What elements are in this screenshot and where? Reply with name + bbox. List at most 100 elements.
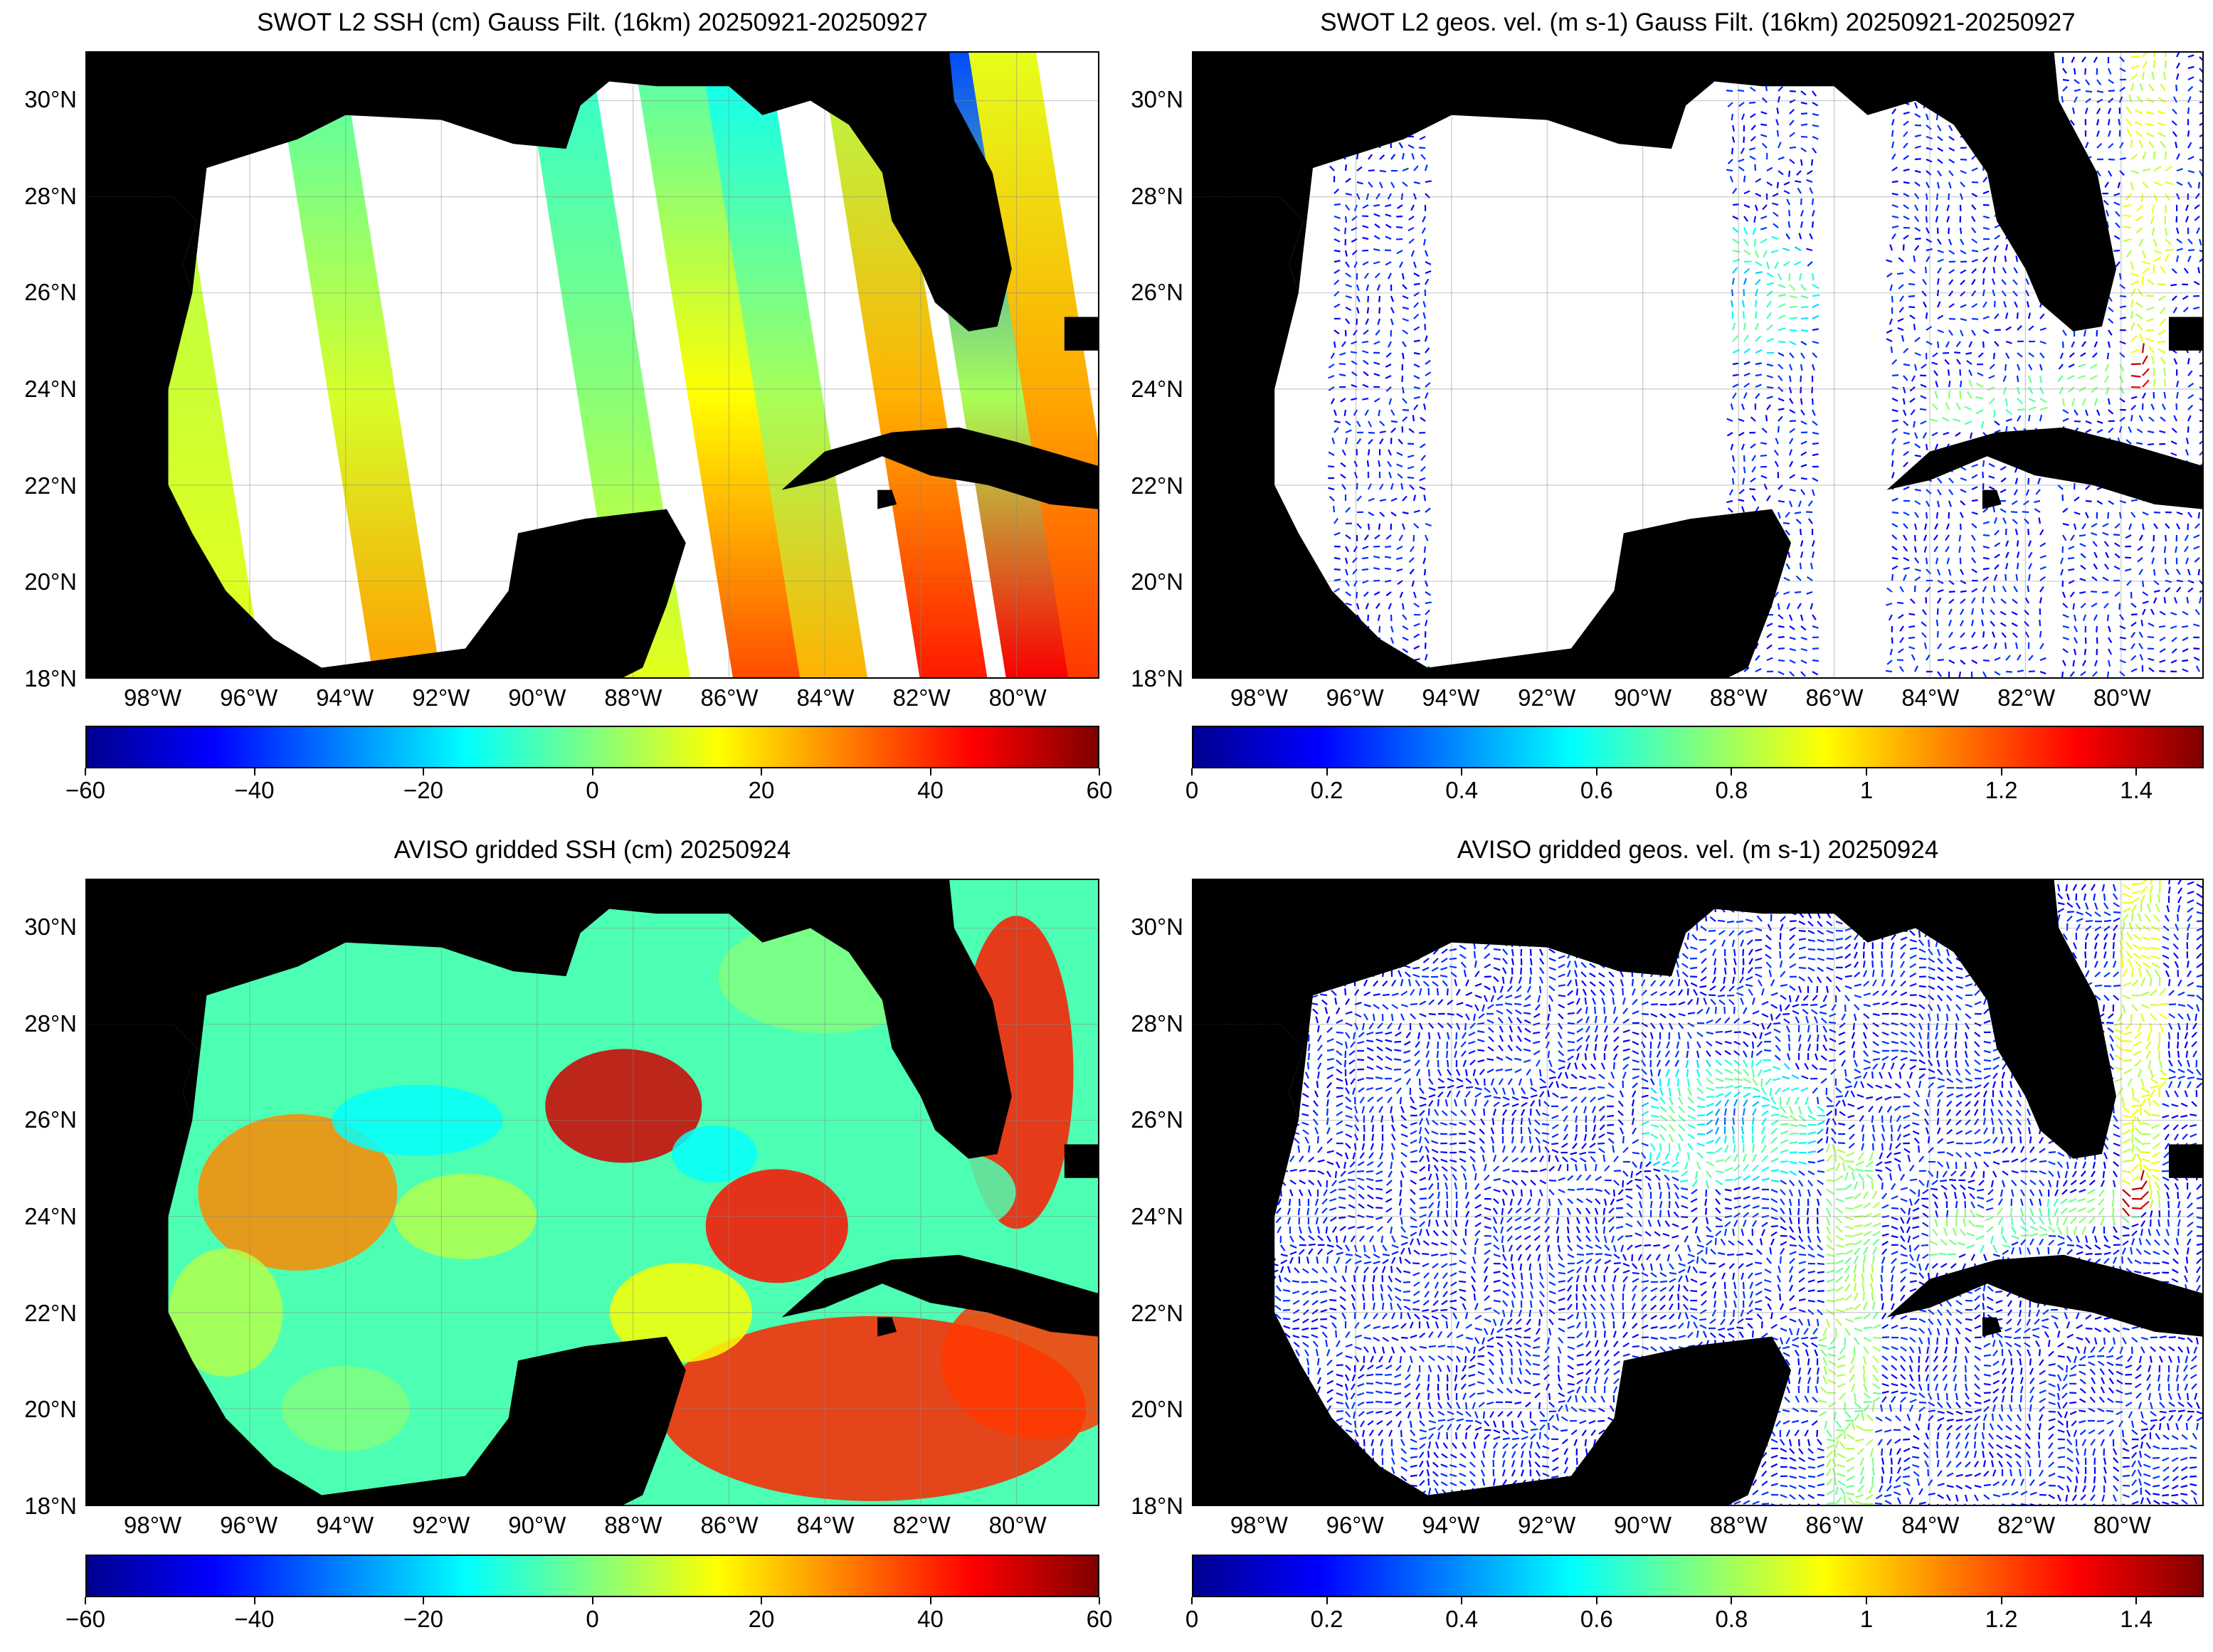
colorbar-tick	[929, 1597, 931, 1604]
colorbar-tick-label: 0	[586, 1606, 599, 1632]
panel-title: SWOT L2 geos. vel. (m s-1) Gauss Filt. (…	[1320, 9, 2076, 36]
colorbar-tick-label: −20	[403, 1606, 443, 1632]
lon-tick-label: 88°W	[1709, 684, 1768, 711]
lat-tick-label: 20°N	[1131, 568, 1183, 595]
colorbar-tick-label: 40	[917, 777, 944, 803]
lat-tick-label: 28°N	[24, 1010, 77, 1037]
lon-tick-label: 94°W	[1422, 684, 1480, 711]
map-area	[85, 51, 1099, 679]
colorbar-tick	[85, 768, 86, 775]
colorbar-tick	[1326, 768, 1328, 775]
lat-tick-label: 18°N	[1131, 665, 1183, 692]
colorbar	[85, 726, 1099, 768]
colorbar-tick	[423, 768, 424, 775]
colorbar-tick-label: 0.8	[1715, 1606, 1748, 1632]
lon-tick-label: 92°W	[1518, 684, 1576, 711]
colorbar-tick-label: −20	[403, 777, 443, 803]
colorbar-tick	[1731, 768, 1733, 775]
lon-tick-label: 96°W	[220, 1512, 278, 1538]
colorbar	[1192, 726, 2204, 768]
lon-tick-label: 88°W	[604, 684, 662, 711]
lat-tick-label: 26°N	[1131, 1106, 1183, 1133]
colorbar-tick-label: 1	[1859, 777, 1874, 803]
colorbar-tick	[1595, 1597, 1597, 1604]
lon-tick-label: 92°W	[412, 1512, 470, 1538]
lat-tick-label: 22°N	[24, 1299, 77, 1326]
lat-tick-label: 28°N	[1131, 182, 1183, 209]
colorbar-tick-label: 40	[917, 1606, 944, 1632]
lon-tick-label: 90°W	[1613, 684, 1672, 711]
colorbar-tick-label: −40	[234, 777, 275, 803]
lon-tick-label: 86°W	[700, 1512, 759, 1538]
colorbar-tick	[1866, 768, 1867, 775]
colorbar-tick	[1326, 1597, 1328, 1604]
panel-title: SWOT L2 SSH (cm) Gauss Filt. (16km) 2025…	[257, 9, 928, 36]
lon-tick-label: 80°W	[2093, 684, 2151, 711]
colorbar-tick	[1866, 1597, 1867, 1604]
colorbar-tick-label: 1.4	[2120, 1606, 2153, 1632]
colorbar-tick	[1191, 768, 1193, 775]
colorbar-tick-label: 1.2	[1985, 1606, 2018, 1632]
colorbar	[85, 1555, 1099, 1597]
colorbar-tick-label: 0.6	[1580, 1606, 1613, 1632]
map-area	[1192, 51, 2204, 679]
lon-tick-label: 90°W	[1613, 1512, 1672, 1538]
colorbar-tick	[2135, 1597, 2138, 1604]
colorbar-tick-label: 1	[1859, 1606, 1874, 1632]
colorbar-tick-label: −40	[234, 1606, 275, 1632]
colorbar-tick	[761, 768, 762, 775]
lat-tick-label: 28°N	[24, 182, 77, 209]
colorbar-tick	[1731, 1597, 1733, 1604]
lat-tick-label: 24°N	[1131, 375, 1183, 402]
lon-tick-label: 98°W	[1230, 1512, 1288, 1538]
colorbar-tick	[761, 1597, 762, 1604]
lat-tick-label: 30°N	[1131, 85, 1183, 112]
colorbar-tick-label: 0.4	[1445, 777, 1479, 803]
colorbar-tick	[423, 1597, 424, 1604]
lon-tick-label: 94°W	[316, 1512, 374, 1538]
lon-tick-label: 96°W	[1326, 684, 1384, 711]
map-area	[85, 879, 1099, 1506]
colorbar-tick	[2000, 1597, 2002, 1604]
lon-tick-label: 98°W	[124, 1512, 182, 1538]
colorbar-tick-label: 1.4	[2120, 777, 2153, 803]
colorbar-tick	[591, 768, 593, 775]
lat-tick-label: 30°N	[24, 913, 77, 940]
colorbar-tick	[591, 1597, 593, 1604]
lat-tick-label: 26°N	[1131, 279, 1183, 306]
lon-tick-label: 98°W	[1230, 684, 1288, 711]
lon-tick-label: 80°W	[2093, 1512, 2151, 1538]
colorbar-tick	[1461, 1597, 1463, 1604]
lon-tick-label: 94°W	[316, 684, 374, 711]
lat-tick-label: 28°N	[1131, 1010, 1183, 1037]
colorbar-tick-label: 0.4	[1445, 1606, 1479, 1632]
lon-tick-label: 96°W	[220, 684, 278, 711]
map-svg	[87, 880, 1098, 1505]
lat-tick-label: 24°N	[24, 375, 77, 402]
lat-tick-label: 20°N	[24, 1396, 77, 1423]
colorbar-tick-label: 60	[1086, 1606, 1113, 1632]
lat-tick-label: 30°N	[24, 85, 77, 112]
lon-tick-label: 90°W	[508, 1512, 566, 1538]
colorbar	[1192, 1555, 2204, 1597]
colorbar-tick	[1099, 768, 1100, 775]
lat-tick-label: 22°N	[24, 472, 77, 499]
lat-tick-label: 24°N	[24, 1202, 77, 1229]
lon-tick-label: 98°W	[124, 684, 182, 711]
colorbar-tick	[1461, 768, 1463, 775]
lon-tick-label: 96°W	[1326, 1512, 1384, 1538]
lon-tick-label: 88°W	[604, 1512, 662, 1538]
map-svg	[87, 53, 1098, 677]
lon-tick-label: 84°W	[796, 684, 855, 711]
colorbar-tick-label: 0	[1185, 777, 1199, 803]
lon-tick-label: 82°W	[1997, 1512, 2056, 1538]
colorbar-tick-label: −60	[65, 777, 105, 803]
colorbar-tick-label: 20	[748, 1606, 775, 1632]
colorbar-tick	[253, 768, 255, 775]
colorbar-tick	[253, 1597, 255, 1604]
colorbar-tick	[2000, 768, 2002, 775]
lon-tick-label: 82°W	[892, 1512, 951, 1538]
colorbar-tick-label: 0.2	[1310, 1606, 1343, 1632]
lat-tick-label: 22°N	[1131, 1299, 1183, 1326]
lon-tick-label: 84°W	[1901, 1512, 1960, 1538]
